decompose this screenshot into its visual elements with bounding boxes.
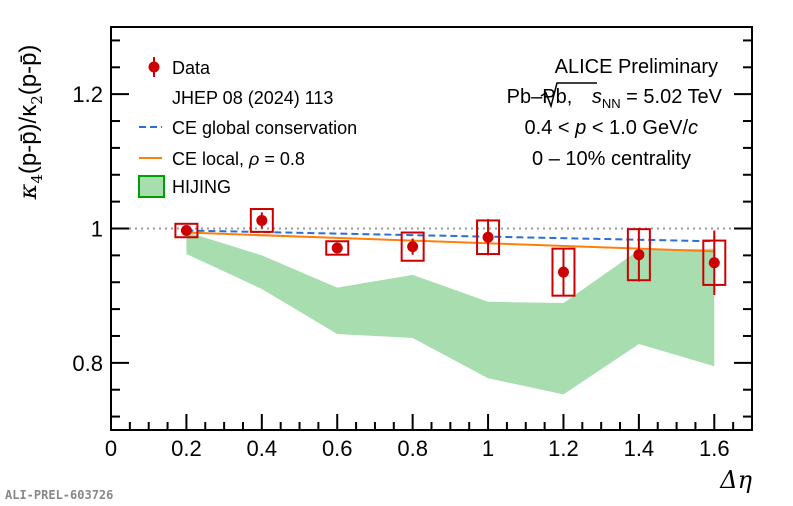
y-axis-title: κ4(p-p̄)/κ2(p-p̄) (14, 45, 46, 201)
momentum-range-label: 0.4 < p < 1.0 GeV/c (525, 117, 698, 139)
data-marker (256, 214, 268, 226)
legend-label-ce-local: CE local, ρ = 0.8 (172, 149, 305, 169)
data-marker (633, 249, 645, 261)
sys-error-box (174, 222, 199, 239)
data-point-2 (249, 208, 274, 233)
sys-error-box (400, 231, 425, 262)
ce-local-line (186, 231, 715, 253)
model-lines-layer (186, 229, 715, 253)
legend-label-data: Data (172, 58, 211, 78)
data-marker (482, 231, 494, 243)
data-point-6 (551, 247, 576, 297)
experiment-label: ALICE Preliminary (555, 56, 718, 78)
data-marker (180, 225, 192, 237)
data-marker (557, 266, 569, 278)
x-tick-label: 0.8 (397, 436, 428, 461)
x-axis-title: Δη (719, 466, 752, 494)
x-tick-label: 0 (105, 436, 117, 461)
centrality-label: 0 – 10% centrality (532, 148, 691, 170)
annotations: ALICE Preliminary Pb–Pb, sNN = 5.02 TeV … (507, 56, 723, 170)
data-marker (331, 242, 343, 254)
sys-error-box (325, 240, 350, 256)
y-tick-label: 0.8 (72, 351, 103, 376)
axis-ticks: 0 0.2 0.4 0.6 0.8 1 1.2 1.4 1.6 0.8 1 1.2 (72, 39, 753, 461)
data-point-5 (476, 219, 501, 256)
collision-energy-label: Pb–Pb, sNN = 5.02 TeV (507, 86, 723, 111)
legend-label-ce-global: CE global conservation (172, 118, 357, 138)
x-tick-label: 1.6 (699, 436, 730, 461)
legend-marker-data (148, 57, 160, 77)
y-tick-label: 1.2 (72, 82, 103, 107)
hijing-band-layer (186, 231, 715, 395)
data-point-4 (400, 231, 425, 262)
data-points-layer (174, 208, 727, 297)
data-point-7 (626, 227, 651, 282)
sqrt-sign-icon (540, 82, 597, 109)
x-tick-label: 1.2 (548, 436, 579, 461)
hijing-band (186, 231, 715, 395)
data-marker (407, 241, 419, 253)
data-point-1 (174, 222, 199, 239)
legend-marker-hijing (138, 175, 165, 198)
data-point-3 (325, 240, 350, 256)
x-tick-label: 1.4 (624, 436, 655, 461)
data-point-8 (702, 230, 727, 295)
legend: Data JHEP 08 (2024) 113 CE global conser… (138, 57, 357, 198)
x-tick-label: 1 (482, 436, 494, 461)
sys-error-box (249, 208, 274, 233)
figure-tag: ALI-PREL-603726 (5, 488, 113, 502)
x-tick-label: 0.2 (171, 436, 202, 461)
y-tick-label: 1 (91, 217, 103, 242)
x-tick-label: 0.6 (322, 436, 353, 461)
x-tick-label: 0.4 (247, 436, 278, 461)
legend-label-reference: JHEP 08 (2024) 113 (172, 88, 333, 108)
data-marker (708, 257, 720, 269)
legend-label-hijing: HIJING (172, 177, 231, 197)
